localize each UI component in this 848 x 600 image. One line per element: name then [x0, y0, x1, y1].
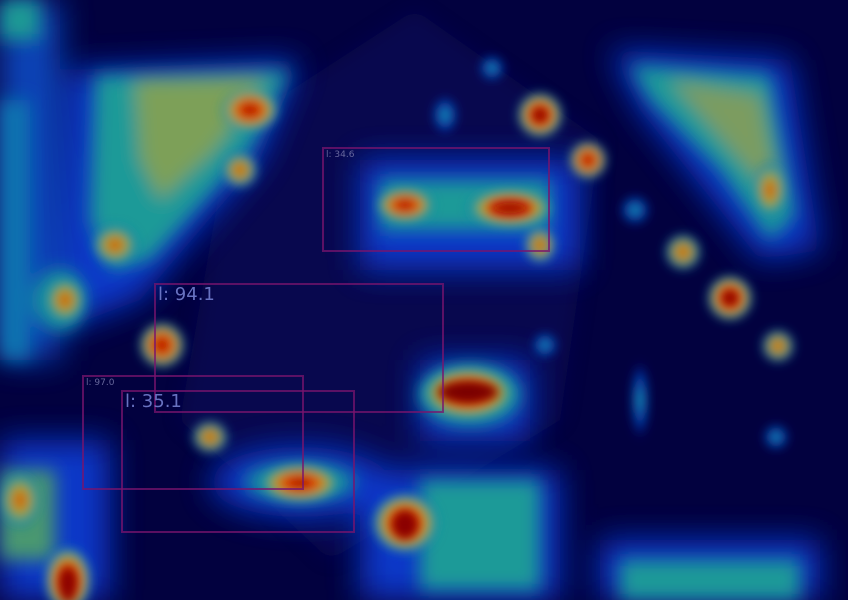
detection-label: l: 35.1 — [125, 393, 182, 411]
detection-box: l: 34.6 — [322, 147, 550, 252]
detection-label: l: 97.0 — [86, 379, 114, 388]
detection-label: l: 94.1 — [158, 286, 215, 304]
detection-box: l: 35.1 — [121, 390, 355, 533]
detection-label: l: 34.6 — [326, 151, 354, 160]
